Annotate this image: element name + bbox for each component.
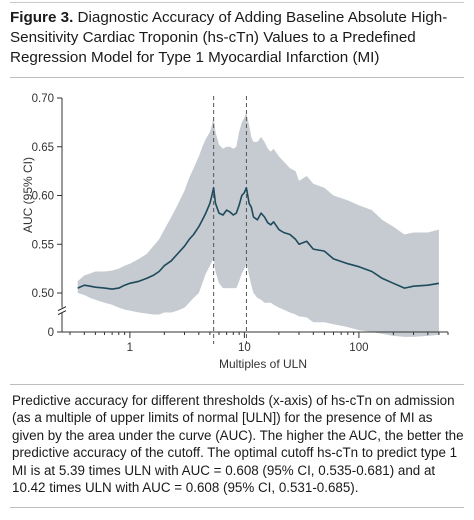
auc-chart: 0.50 0.55 0.60 0.65 0.70 0 1 10 100 AUC (95% CI)… — [21, 93, 449, 371]
cutoff-layer — [213, 96, 247, 344]
x-tick-label: 10 — [238, 342, 251, 354]
bottom-rule — [10, 507, 464, 508]
x-tick-label: 100 — [349, 342, 368, 354]
y-tick-label: 0.70 — [32, 93, 54, 105]
x-tick-label: 1 — [127, 342, 133, 354]
ci-band-layer — [77, 112, 439, 337]
y-tick-label: 0.55 — [32, 239, 54, 251]
y-tick-label: 0.60 — [32, 191, 54, 203]
auc-line — [77, 186, 440, 290]
caption-divider — [10, 384, 464, 385]
title-divider — [10, 77, 464, 78]
auc-line-layer — [77, 186, 440, 290]
y-tick-label: 0.50 — [32, 288, 54, 300]
y-tick-label: 0.65 — [32, 142, 54, 154]
figure-label: Figure 3. — [10, 9, 74, 26]
x-axis-label: Multiples of ULN — [219, 357, 307, 371]
figure-caption: Predictive accuracy for different thresh… — [12, 393, 464, 496]
chart-container: 0.50 0.55 0.60 0.65 0.70 0 1 10 100 AUC (95% CI)… — [0, 80, 474, 380]
y-axis-break-upper — [57, 306, 67, 312]
ci-band — [77, 112, 439, 337]
y-tick-label-zero: 0 — [48, 327, 54, 339]
top-rule — [10, 2, 464, 3]
y-axis-label: AUC (95% CI) — [21, 157, 35, 233]
figure-title-block: Figure 3. Diagnostic Accuracy of Adding … — [10, 8, 465, 68]
figure-title: Diagnostic Accuracy of Adding Baseline A… — [10, 9, 448, 66]
axes: 0.50 0.55 0.60 0.65 0.70 0 1 10 100 — [32, 93, 449, 354]
